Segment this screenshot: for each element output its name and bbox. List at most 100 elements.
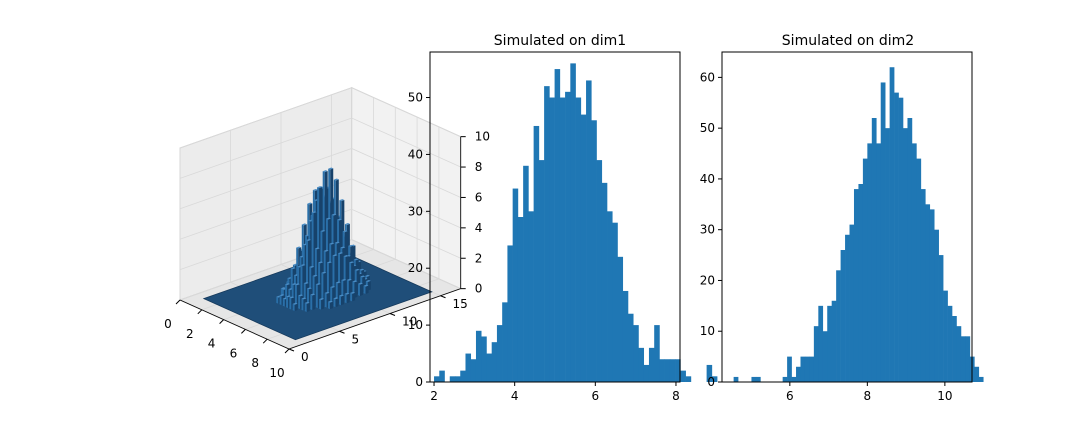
histogram-bar (800, 356, 806, 382)
grid-line (179, 87, 353, 301)
histogram-bar (617, 256, 624, 382)
bar-top (333, 297, 339, 300)
histogram-bar (960, 336, 966, 382)
histogram-bar (517, 217, 524, 382)
chart-title: Simulated on dim2 (782, 33, 914, 49)
bar-top (317, 186, 323, 189)
histogram-bar (533, 125, 540, 382)
histogram-bar (889, 67, 895, 382)
z-tick-label: 4 (475, 221, 483, 235)
histogram-bar (911, 143, 917, 382)
histogram-bar (638, 347, 645, 382)
bar-top (315, 283, 321, 286)
histogram-bar (486, 353, 492, 382)
bar-top (340, 246, 346, 249)
bar-front (310, 294, 313, 311)
x-tick-label: 8 (251, 356, 259, 370)
histogram-bar (680, 370, 686, 382)
histogram-bar (607, 211, 613, 382)
histogram-bar (867, 143, 873, 382)
histogram-bar (449, 376, 456, 382)
histogram-bar (858, 184, 864, 382)
histogram-bar (554, 69, 561, 382)
bar-top (322, 170, 328, 173)
histogram-bar (916, 158, 922, 382)
histogram-bar (751, 376, 757, 382)
bar-top (280, 287, 286, 290)
bar-top (325, 217, 331, 220)
histogram-bar (925, 204, 931, 382)
histogram-bar (862, 158, 868, 382)
bar-top (314, 247, 320, 250)
x-tick-label: 6 (592, 389, 600, 403)
z-tick-label: 10 (475, 130, 490, 144)
bar-front (298, 295, 301, 310)
bar-top (300, 264, 306, 267)
x-axis-line (179, 299, 290, 350)
plot-frame (721, 51, 973, 383)
bar-front (294, 284, 297, 308)
histogram-bar (840, 250, 846, 382)
histogram-bar (849, 224, 855, 382)
histogram-bar (538, 160, 545, 382)
bar-top (341, 278, 347, 281)
bar-front (292, 303, 295, 312)
histogram-bar (813, 326, 819, 382)
plot-frame (429, 51, 681, 383)
bar-side (329, 301, 333, 310)
bar-top (285, 283, 291, 286)
y-tick-label: 40 (700, 172, 715, 186)
bar-top (318, 261, 324, 264)
bar-side (341, 295, 345, 306)
histogram-bar (898, 97, 904, 382)
y-axis-line (288, 288, 461, 350)
bar-top (294, 283, 300, 286)
bar-top (306, 239, 312, 241)
bar-top (311, 211, 317, 214)
histogram-bar (643, 364, 650, 382)
bar-front (319, 299, 322, 310)
histogram-bar (580, 114, 587, 382)
bar-top (321, 271, 327, 274)
histogram-bar (507, 245, 513, 382)
x-tick-mark (262, 338, 268, 344)
bar-top (359, 268, 365, 271)
z-tick-label: 6 (475, 190, 483, 204)
histogram-bar (591, 120, 597, 382)
histogram-bar (481, 336, 487, 382)
histogram-bar (733, 376, 739, 382)
y-tick-label: 10 (402, 315, 417, 329)
x-tick-mark (284, 348, 290, 354)
bar-top (352, 280, 358, 283)
bar-side (294, 303, 298, 312)
z-tick-label: 2 (475, 251, 483, 265)
y-tick-label: 10 (700, 324, 715, 338)
histogram-bar (544, 86, 550, 382)
histogram-bar (845, 234, 850, 382)
bar-top (339, 199, 345, 202)
x-tick-label: 0 (164, 317, 172, 331)
histogram-bar (659, 359, 665, 382)
bar-front (282, 298, 285, 307)
x-tick-label: 4 (511, 389, 519, 403)
histogram-bar (575, 97, 582, 382)
bar-top (291, 283, 297, 286)
bar-front (279, 295, 282, 306)
histogram-bar (586, 80, 592, 382)
histogram-bar (633, 325, 639, 382)
x-tick-label: 10 (269, 366, 284, 380)
histogram-bar (791, 376, 797, 382)
histogram-bar (470, 359, 477, 382)
x-tick-label: 2 (430, 389, 438, 403)
histogram-bar (831, 300, 837, 382)
bar-top (289, 296, 295, 299)
bar-front (333, 298, 336, 308)
bar-top (327, 300, 333, 303)
bar-top (331, 213, 337, 216)
histogram-bar (956, 326, 962, 382)
bar-top (303, 282, 309, 285)
bar-top (307, 287, 313, 290)
histogram-bar (706, 364, 713, 382)
histogram-bar (796, 366, 801, 382)
